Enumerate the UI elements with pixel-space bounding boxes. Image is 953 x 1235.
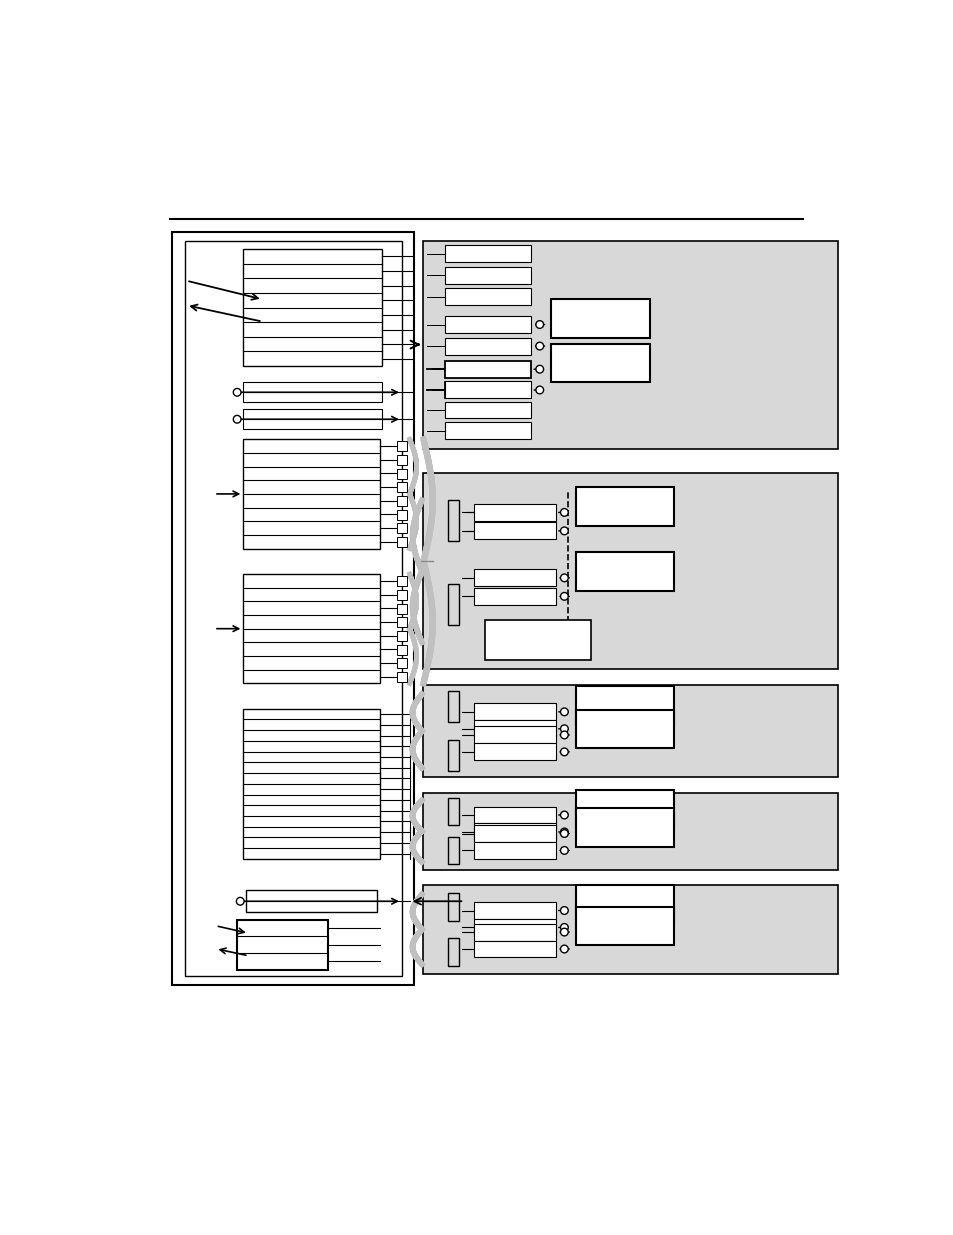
Bar: [473, 704, 556, 720]
Bar: [448, 836, 458, 863]
Bar: [448, 740, 458, 771]
Bar: [473, 504, 556, 521]
Bar: [576, 789, 674, 829]
Bar: [576, 487, 674, 526]
Circle shape: [536, 342, 543, 350]
Bar: [473, 743, 556, 761]
Bar: [473, 569, 556, 587]
Bar: [576, 885, 674, 924]
Bar: [448, 692, 458, 721]
Bar: [396, 645, 407, 655]
Bar: [444, 382, 531, 399]
Bar: [576, 552, 674, 592]
Circle shape: [560, 509, 568, 516]
Circle shape: [560, 945, 568, 953]
Bar: [185, 241, 401, 976]
Bar: [444, 288, 531, 305]
Bar: [243, 709, 380, 858]
Circle shape: [560, 593, 568, 600]
Circle shape: [560, 725, 568, 732]
Circle shape: [536, 321, 543, 329]
Bar: [396, 604, 407, 614]
Bar: [396, 658, 407, 668]
Bar: [396, 618, 407, 627]
Bar: [473, 924, 556, 941]
Bar: [243, 440, 380, 548]
Bar: [551, 343, 649, 383]
Bar: [396, 672, 407, 682]
Bar: [576, 687, 674, 725]
Circle shape: [560, 829, 568, 836]
Bar: [448, 584, 458, 625]
Bar: [448, 893, 458, 920]
Circle shape: [560, 906, 568, 914]
Bar: [473, 720, 556, 737]
Bar: [473, 824, 556, 841]
Circle shape: [560, 748, 568, 756]
Bar: [473, 726, 556, 743]
Bar: [444, 316, 531, 333]
Bar: [396, 524, 407, 534]
Circle shape: [560, 811, 568, 819]
Bar: [473, 842, 556, 858]
Bar: [396, 441, 407, 452]
Circle shape: [233, 415, 241, 424]
Bar: [473, 588, 556, 605]
Circle shape: [560, 574, 568, 582]
Bar: [396, 496, 407, 506]
Circle shape: [560, 924, 568, 931]
Bar: [444, 246, 531, 262]
Circle shape: [560, 527, 568, 535]
Bar: [396, 590, 407, 600]
Bar: [243, 409, 381, 430]
Circle shape: [236, 898, 244, 905]
Circle shape: [560, 731, 568, 739]
Bar: [448, 500, 458, 541]
Bar: [444, 361, 531, 378]
Bar: [473, 825, 556, 842]
Circle shape: [560, 708, 568, 716]
Bar: [423, 885, 837, 973]
Circle shape: [233, 389, 241, 396]
Bar: [444, 401, 531, 419]
Bar: [576, 906, 674, 945]
Bar: [396, 631, 407, 641]
Bar: [576, 808, 674, 846]
Circle shape: [560, 830, 568, 837]
Bar: [444, 422, 531, 440]
Bar: [172, 232, 414, 986]
Bar: [473, 919, 556, 936]
Circle shape: [560, 929, 568, 936]
Circle shape: [536, 387, 543, 394]
Bar: [444, 337, 531, 354]
Bar: [423, 685, 837, 777]
Bar: [237, 920, 328, 969]
Bar: [243, 383, 381, 403]
Bar: [396, 510, 407, 520]
Bar: [396, 469, 407, 479]
Bar: [444, 267, 531, 284]
Bar: [423, 241, 837, 448]
Circle shape: [536, 366, 543, 373]
Bar: [423, 793, 837, 869]
Bar: [246, 890, 376, 911]
Bar: [473, 522, 556, 540]
Circle shape: [560, 846, 568, 855]
Bar: [473, 902, 556, 919]
Bar: [473, 941, 556, 957]
Bar: [396, 456, 407, 466]
Bar: [423, 473, 837, 669]
Bar: [576, 710, 674, 748]
Bar: [243, 574, 380, 683]
Bar: [396, 483, 407, 493]
Bar: [551, 299, 649, 337]
Bar: [243, 249, 381, 366]
Bar: [444, 380, 531, 398]
Bar: [448, 798, 458, 825]
Bar: [448, 939, 458, 966]
Bar: [396, 537, 407, 547]
Bar: [484, 620, 591, 661]
Bar: [396, 577, 407, 587]
Bar: [473, 806, 556, 824]
